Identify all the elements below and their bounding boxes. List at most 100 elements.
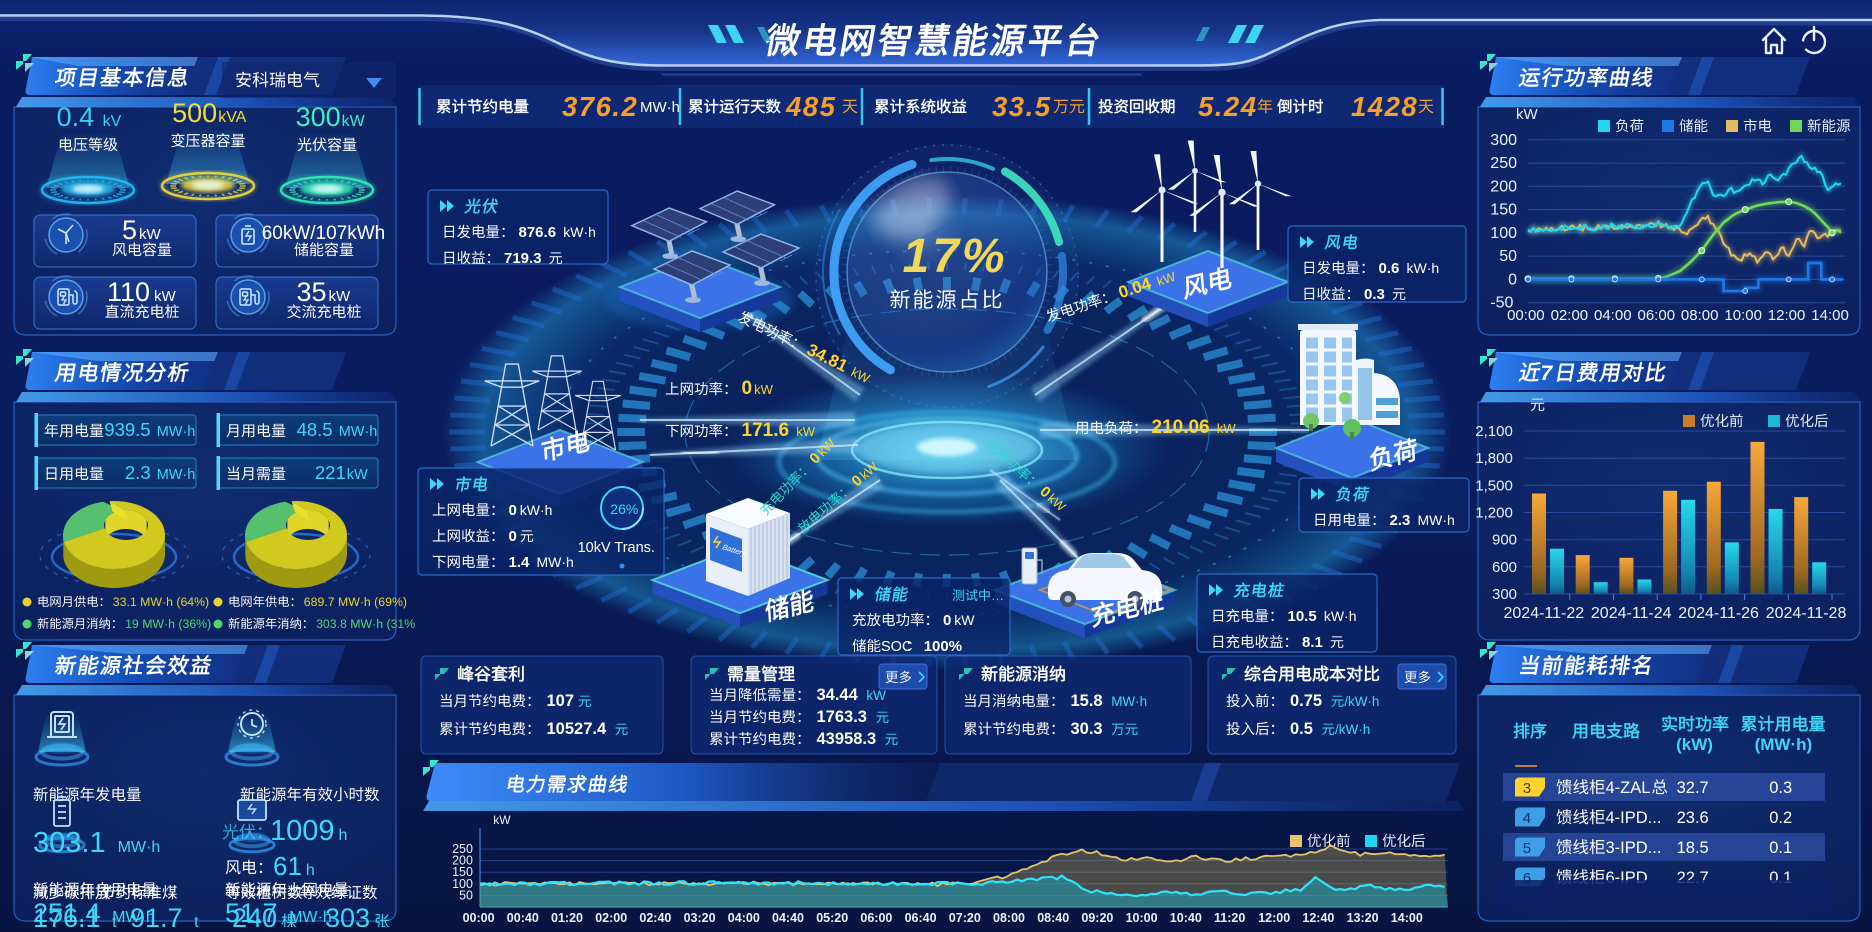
svg-text:kW: kW [866, 688, 886, 703]
svg-text:15.8: 15.8 [1071, 692, 1103, 710]
svg-text:1,500: 1,500 [1475, 477, 1513, 494]
svg-text:18.5: 18.5 [1677, 839, 1709, 857]
svg-text:33.5: 33.5 [992, 91, 1052, 122]
svg-text:4-IPD...: 4-IPD... [1606, 809, 1662, 827]
svg-text:500: 500 [172, 98, 217, 128]
svg-text:12:40: 12:40 [1302, 911, 1334, 925]
svg-text:17%: 17% [903, 230, 1008, 283]
svg-text:(MW·h): (MW·h) [1755, 735, 1813, 754]
svg-text:50: 50 [1499, 248, 1517, 265]
svg-text:43958.3: 43958.3 [817, 730, 877, 748]
svg-text:939.5: 939.5 [104, 419, 150, 440]
svg-text:MW·h: MW·h [157, 424, 196, 440]
svg-text:06:40: 06:40 [905, 911, 937, 925]
svg-text:32.7: 32.7 [1677, 779, 1709, 797]
svg-text:kW: kW [342, 113, 366, 130]
svg-text:08:00: 08:00 [1681, 307, 1719, 324]
svg-text:12:00: 12:00 [1768, 307, 1806, 324]
svg-text:35: 35 [297, 277, 327, 307]
svg-text:0: 0 [943, 612, 951, 629]
svg-text:0: 0 [509, 502, 517, 519]
svg-text:05:20: 05:20 [816, 911, 848, 925]
svg-text:04:00: 04:00 [728, 911, 760, 925]
svg-text:34.44: 34.44 [817, 686, 859, 704]
svg-text:08:00: 08:00 [993, 911, 1025, 925]
svg-text:3: 3 [1523, 780, 1531, 797]
svg-text:300: 300 [1490, 132, 1517, 149]
svg-text:MW·h: MW·h [1111, 694, 1147, 709]
svg-text:91.7: 91.7 [130, 903, 183, 927]
svg-text:1,800: 1,800 [1475, 450, 1513, 467]
svg-text:110: 110 [107, 277, 150, 307]
svg-text:08:40: 08:40 [1037, 911, 1069, 925]
svg-text:04:00: 04:00 [1594, 307, 1632, 324]
svg-text:01:20: 01:20 [551, 911, 583, 925]
svg-text:2024-11-24: 2024-11-24 [1591, 605, 1672, 622]
svg-text:0.1: 0.1 [1769, 839, 1792, 857]
svg-text:900: 900 [1492, 532, 1517, 549]
svg-text:00:00: 00:00 [1507, 307, 1545, 324]
svg-text:MW·h: MW·h [640, 99, 680, 116]
svg-text:kW·h: kW·h [1407, 260, 1440, 276]
svg-text:4-ZAL: 4-ZAL [1606, 779, 1651, 797]
svg-text:07:20: 07:20 [949, 911, 981, 925]
svg-text:(kW): (kW) [1676, 735, 1713, 754]
svg-text:100: 100 [452, 877, 473, 891]
svg-text:09:20: 09:20 [1081, 911, 1113, 925]
svg-text:50: 50 [459, 888, 473, 902]
svg-text:0: 0 [509, 528, 517, 545]
svg-text:kW: kW [154, 288, 177, 305]
svg-text:kW: kW [493, 813, 511, 827]
svg-text:240: 240 [232, 903, 277, 927]
svg-text:200: 200 [452, 854, 473, 868]
svg-text:303.8 MW·h (31%: 303.8 MW·h (31% [316, 617, 415, 631]
svg-text:2.3: 2.3 [125, 462, 151, 483]
svg-text:1,200: 1,200 [1475, 505, 1513, 522]
svg-text:210.06: 210.06 [1152, 417, 1210, 438]
svg-text:303: 303 [325, 903, 370, 927]
svg-text:100%: 100% [924, 638, 962, 655]
svg-text:06:00: 06:00 [860, 911, 892, 925]
svg-text:0.3: 0.3 [1364, 286, 1385, 303]
svg-text:…: … [991, 588, 1004, 603]
svg-text:03:20: 03:20 [684, 911, 716, 925]
svg-text:1763.3: 1763.3 [817, 708, 867, 726]
svg-text:10:00: 10:00 [1724, 307, 1762, 324]
svg-text:1428: 1428 [1351, 91, 1418, 122]
svg-text:kW: kW [139, 226, 162, 243]
svg-text:10kV Trans.: 10kV Trans. [578, 540, 655, 556]
svg-text:3-IPD...: 3-IPD... [1606, 839, 1662, 857]
svg-text:1009: 1009 [270, 815, 335, 847]
svg-text:02:40: 02:40 [639, 911, 671, 925]
svg-text:14:00: 14:00 [1811, 307, 1849, 324]
svg-text:250: 250 [452, 842, 473, 856]
svg-text:2,100: 2,100 [1475, 423, 1513, 440]
svg-text:60kW/107kWh: 60kW/107kWh [262, 223, 386, 244]
svg-text:300: 300 [296, 102, 341, 132]
svg-text:61: 61 [273, 851, 302, 881]
svg-text:7: 7 [1541, 362, 1554, 385]
svg-text:t: t [112, 914, 117, 927]
svg-text:MW·h: MW·h [289, 909, 332, 926]
svg-text:2024-11-22: 2024-11-22 [1504, 605, 1585, 622]
svg-text:4: 4 [1523, 810, 1531, 827]
svg-text:t: t [194, 914, 199, 927]
svg-text:h: h [306, 862, 315, 879]
svg-text:kW: kW [1516, 106, 1539, 123]
svg-text:11:20: 11:20 [1214, 911, 1245, 925]
svg-text:48.5: 48.5 [297, 419, 333, 440]
svg-text:kW·h: kW·h [520, 502, 553, 518]
svg-text:2024-11-26: 2024-11-26 [1678, 605, 1759, 622]
svg-text:MW·h: MW·h [112, 909, 155, 926]
svg-text:150: 150 [1490, 202, 1517, 219]
svg-text:719.3: 719.3 [504, 250, 542, 267]
svg-text:10:40: 10:40 [1170, 911, 1202, 925]
svg-text:04:40: 04:40 [772, 911, 804, 925]
svg-text:2024-11-28: 2024-11-28 [1766, 605, 1847, 622]
svg-text:kW: kW [754, 382, 774, 397]
svg-text:107: 107 [547, 692, 575, 710]
svg-text:376.2: 376.2 [562, 91, 638, 122]
svg-text:2.3: 2.3 [1390, 512, 1411, 529]
svg-text:200: 200 [1490, 178, 1517, 195]
svg-text:06:00: 06:00 [1638, 307, 1676, 324]
